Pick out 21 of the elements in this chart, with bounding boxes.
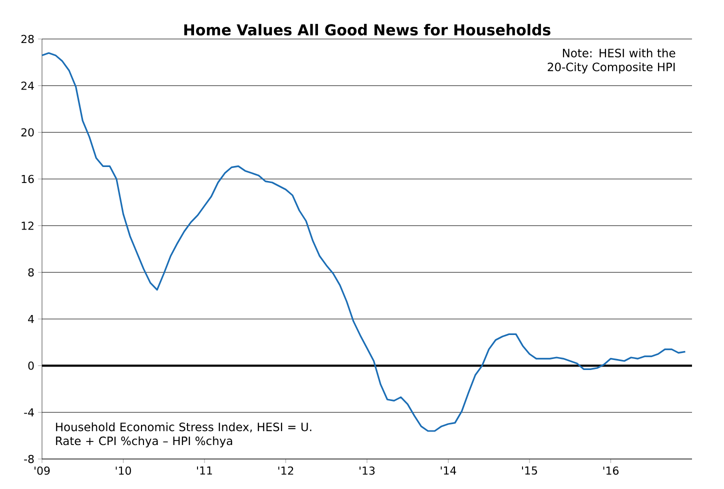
y-tick-label: 0 <box>28 362 34 370</box>
chart-title: Home Values All Good News for Households <box>184 24 550 36</box>
y-tick-label: 24 <box>21 82 34 90</box>
annotation: Note: HESI with the 20-City Composite HPI <box>548 48 676 74</box>
x-tick-label: '15 <box>522 466 538 475</box>
annotation: Household Economic Stress Index, HESI = U. Rate + CPI %chya – HPI %chya <box>56 422 312 448</box>
x-tick-label: '09 <box>34 466 50 475</box>
x-tick-label: '11 <box>197 466 212 474</box>
x-tick-label: '12 <box>278 466 294 475</box>
x-tick-label: '14 <box>440 466 456 474</box>
x-tick-label: '13 <box>360 466 375 475</box>
y-tick-label: 20 <box>21 128 34 136</box>
y-tick-label: -4 <box>24 408 34 416</box>
y-tick-label: 12 <box>22 222 34 230</box>
y-tick-label: 28 <box>21 34 34 44</box>
y-tick-label: -8 <box>24 454 34 464</box>
x-tick-label: '10 <box>116 466 131 475</box>
y-tick-label: 4 <box>28 315 34 323</box>
y-tick-label: 16 <box>22 174 34 184</box>
x-tick-label: '16 <box>603 466 619 475</box>
y-tick-label: 8 <box>28 268 34 276</box>
